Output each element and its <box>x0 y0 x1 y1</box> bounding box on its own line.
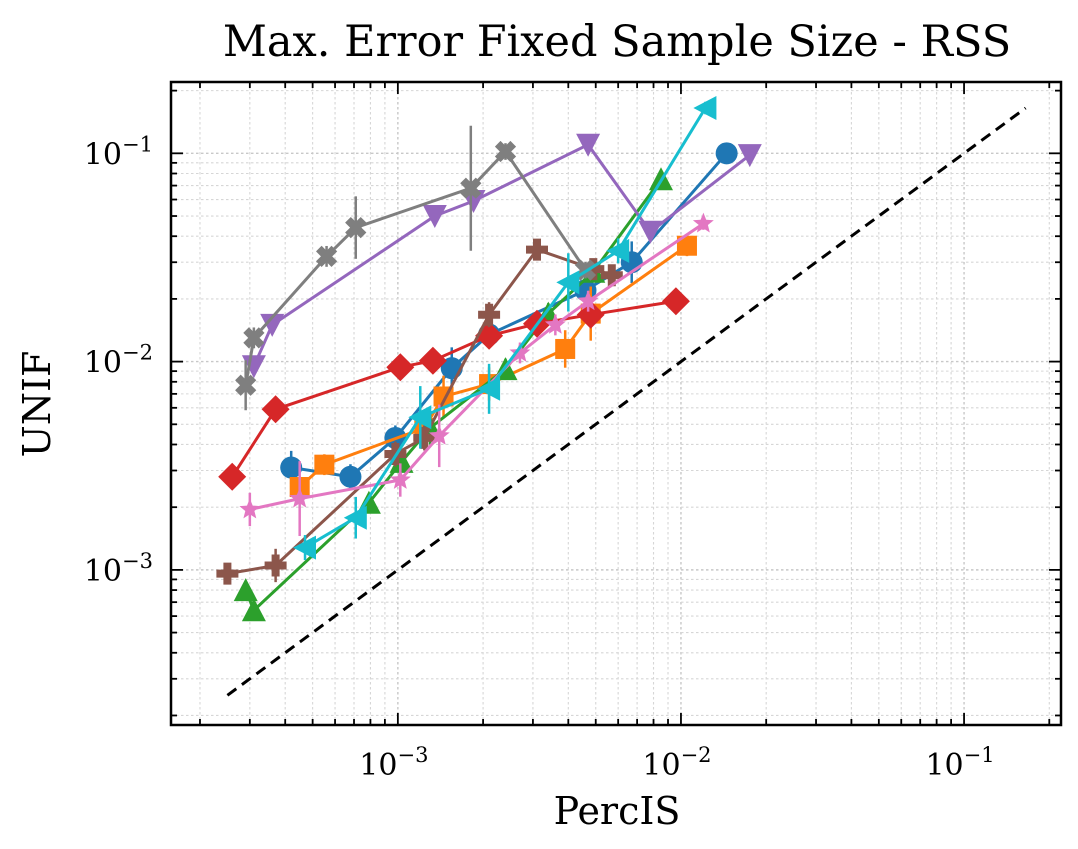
data-point <box>345 217 367 239</box>
chart-title: Max. Error Fixed Sample Size - RSS <box>223 17 1011 67</box>
data-point <box>314 454 335 475</box>
grid <box>171 82 1061 725</box>
data-point <box>555 338 576 359</box>
series-cyan-triangle-left <box>293 96 717 561</box>
data-point <box>239 498 261 519</box>
data-point <box>693 96 717 120</box>
data-point <box>422 205 447 228</box>
y-tick-label: 10−1 <box>84 132 153 172</box>
data-point <box>638 220 663 244</box>
data-point <box>408 405 432 430</box>
series-pink-star <box>239 212 714 537</box>
data-point <box>692 212 714 233</box>
data-point <box>280 456 303 479</box>
tick-labels: 10−3 10−2 10−1 10−3 10−2 10−1 <box>84 132 995 783</box>
data-point <box>241 598 266 622</box>
data-point <box>243 327 265 349</box>
data-point <box>386 353 415 382</box>
series-gray-cross <box>235 125 597 411</box>
data-point <box>264 554 287 577</box>
series-group <box>216 96 762 622</box>
data-point <box>556 270 580 295</box>
data-point <box>389 449 414 473</box>
data-point <box>293 535 316 560</box>
data-point <box>509 342 531 362</box>
data-point <box>526 238 548 261</box>
data-point <box>676 235 697 256</box>
data-point <box>582 258 605 281</box>
data-point <box>289 487 311 508</box>
x-axis-label: PercIS <box>554 789 681 833</box>
data-point <box>460 177 482 199</box>
y-tick-label: 10−3 <box>84 549 153 589</box>
series-line <box>249 222 705 511</box>
data-point <box>233 578 258 602</box>
data-point <box>260 313 285 337</box>
data-point <box>577 290 599 311</box>
data-point <box>235 374 257 396</box>
x-tick-label: 10−2 <box>642 743 711 783</box>
x-tick-label: 10−1 <box>925 743 994 783</box>
data-point <box>316 245 338 267</box>
data-point <box>418 346 447 375</box>
data-point <box>494 140 517 163</box>
data-point <box>606 238 630 263</box>
data-point <box>576 133 601 157</box>
data-point <box>477 376 501 401</box>
data-point <box>218 462 247 491</box>
data-point <box>389 469 411 489</box>
plot-frame <box>169 80 1063 727</box>
data-point <box>413 426 436 449</box>
reference-line-group <box>226 106 1027 697</box>
data-point <box>661 287 690 316</box>
data-point <box>428 424 450 445</box>
data-point <box>261 395 290 424</box>
data-point <box>343 505 367 530</box>
data-point <box>339 465 362 488</box>
data-point <box>241 355 266 379</box>
reference-line <box>226 106 1027 697</box>
x-tick-label: 10−3 <box>359 743 428 783</box>
y-tick-label: 10−2 <box>84 341 153 381</box>
ticks <box>171 82 1061 725</box>
data-point <box>737 144 762 168</box>
data-point <box>715 142 738 165</box>
data-point <box>216 562 239 585</box>
y-axis-label: UNIF <box>15 351 59 458</box>
data-point <box>544 313 566 334</box>
data-point <box>478 303 501 326</box>
data-point <box>600 264 623 287</box>
